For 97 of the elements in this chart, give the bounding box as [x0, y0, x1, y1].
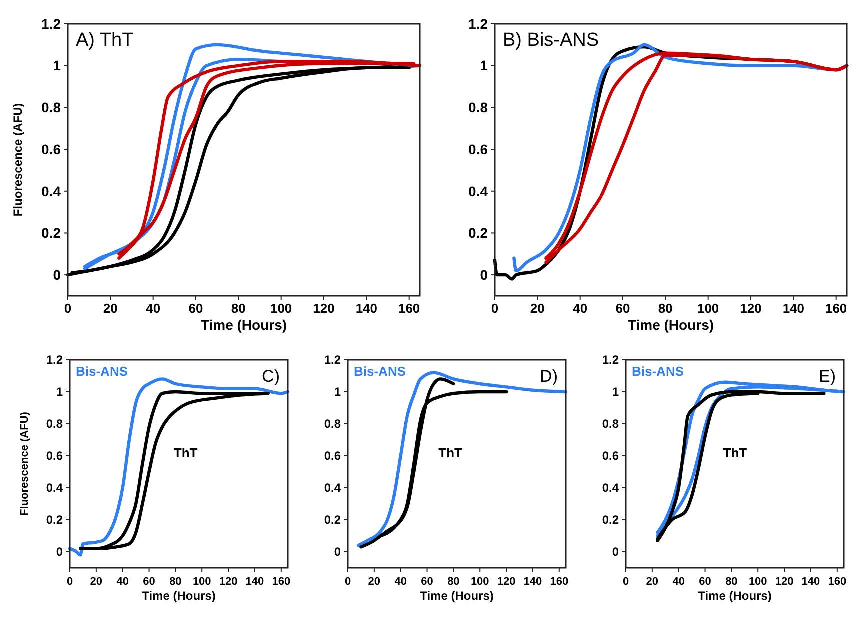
- x-tick-label: 0: [622, 576, 630, 588]
- x-tick-label: 40: [394, 576, 407, 588]
- x-tick-label: 80: [448, 576, 460, 588]
- y-tick-label: 0.6: [468, 141, 488, 158]
- y-tick-label: 0.4: [46, 481, 64, 496]
- x-tick-label: 20: [103, 301, 118, 316]
- x-tick-label: 120: [740, 301, 762, 316]
- y-tick-label: 0.2: [602, 513, 620, 528]
- series-label: Bis-ANS: [76, 364, 128, 379]
- x-axis-title: Time (Hours): [698, 589, 772, 603]
- x-tick-label: 100: [192, 576, 212, 588]
- x-tick-label: 40: [116, 576, 129, 588]
- chart-title: B) Bis-ANS: [503, 30, 600, 51]
- x-tick-label: 100: [748, 576, 768, 588]
- x-tick-label: 100: [270, 301, 292, 316]
- x-tick-label: 60: [421, 576, 434, 588]
- x-tick-label: 80: [726, 576, 738, 588]
- y-tick-label: 1.2: [324, 353, 342, 368]
- x-tick-label: 60: [143, 576, 156, 588]
- x-tick-label: 60: [699, 576, 712, 588]
- y-tick-label: 1: [612, 385, 620, 400]
- x-tick-label: 140: [524, 576, 542, 588]
- y-tick-label: 0.8: [42, 100, 62, 116]
- x-tick-label: 20: [90, 576, 103, 588]
- y-tick-label: 1: [480, 58, 488, 74]
- x-tick-label: 160: [272, 576, 291, 588]
- x-tick-label: 80: [170, 576, 182, 588]
- y-tick-label: 0: [334, 545, 342, 560]
- y-tick-label: 0.2: [42, 225, 62, 242]
- x-tick-label: 160: [550, 576, 569, 588]
- x-tick-label: 120: [313, 301, 335, 316]
- x-tick-label: 120: [219, 576, 238, 588]
- x-tick-label: 80: [658, 301, 673, 316]
- x-tick-label: 20: [646, 576, 659, 588]
- x-tick-label: 40: [146, 301, 161, 316]
- x-tick-label: 0: [344, 576, 352, 588]
- chart-title: A) ThT: [76, 30, 134, 51]
- x-tick-label: 40: [672, 576, 685, 588]
- x-tick-label: 20: [368, 576, 381, 588]
- y-tick-label: 0: [480, 266, 488, 283]
- y-tick-label: 0.6: [602, 449, 620, 464]
- x-tick-label: 0: [66, 576, 74, 588]
- chart-title: C): [262, 367, 280, 386]
- x-tick-label: 140: [246, 576, 264, 588]
- y-axis-title: Fluorescence (AFU): [11, 103, 25, 217]
- x-tick-label: 40: [573, 301, 588, 316]
- y-tick-label: 1: [56, 385, 64, 400]
- y-tick-label: 0.6: [324, 449, 342, 464]
- y-tick-label: 0: [56, 545, 64, 560]
- x-axis-title: Time (Hours): [628, 317, 714, 333]
- y-tick-label: 0.4: [42, 183, 62, 200]
- y-tick-label: 0.4: [468, 183, 488, 200]
- x-tick-label: 160: [398, 301, 420, 316]
- x-tick-label: 100: [697, 301, 720, 316]
- x-axis-title: Time (Hours): [200, 317, 288, 333]
- y-tick-label: 0.4: [324, 481, 342, 496]
- x-axis-title: Time (Hours): [142, 589, 216, 603]
- y-tick-label: 0.8: [602, 417, 620, 432]
- y-tick-label: 0: [612, 545, 620, 560]
- y-tick-label: 0.2: [46, 513, 64, 528]
- x-tick-label: 120: [497, 576, 516, 588]
- series-label: ThT: [438, 445, 463, 460]
- x-tick-label: 100: [470, 576, 490, 588]
- series-label: Bis-ANS: [354, 364, 406, 379]
- x-tick-label: 140: [356, 301, 378, 316]
- chart-title: D): [540, 367, 558, 386]
- x-tick-label: 0: [491, 301, 499, 316]
- y-tick-label: 0.2: [324, 513, 342, 528]
- text: ThT: [174, 445, 198, 460]
- chart-title: E): [819, 367, 836, 386]
- y-tick-label: 0.8: [468, 100, 488, 116]
- y-tick-label: 1.2: [46, 353, 64, 368]
- x-tick-label: 20: [530, 301, 545, 316]
- x-tick-label: 80: [231, 301, 246, 316]
- y-tick-label: 0.8: [46, 417, 64, 432]
- y-tick-label: 0.8: [324, 417, 342, 432]
- y-axis-title: Fluorescence (AFU): [19, 412, 31, 516]
- y-tick-label: 1: [334, 385, 342, 400]
- x-tick-label: 140: [782, 301, 805, 316]
- y-tick-label: 1.2: [468, 16, 488, 32]
- x-tick-label: 160: [825, 301, 848, 316]
- x-tick-label: 160: [828, 576, 847, 588]
- y-tick-label: 0: [53, 266, 62, 283]
- x-tick-label: 60: [616, 301, 630, 316]
- y-tick-label: 1: [53, 58, 62, 74]
- y-tick-label: 0.2: [468, 225, 488, 242]
- text: ThT: [723, 445, 748, 460]
- y-tick-label: 1.2: [42, 16, 62, 32]
- series-label: Bis-ANS: [632, 364, 684, 379]
- x-tick-label: 140: [802, 576, 820, 588]
- y-tick-label: 0.6: [46, 449, 64, 464]
- y-tick-label: 0.4: [602, 481, 620, 496]
- x-axis-title: Time (Hours): [420, 589, 494, 603]
- x-tick-label: 120: [775, 576, 794, 588]
- y-tick-label: 1.2: [602, 353, 620, 368]
- y-tick-label: 0.6: [42, 141, 62, 158]
- x-tick-label: 60: [188, 301, 204, 316]
